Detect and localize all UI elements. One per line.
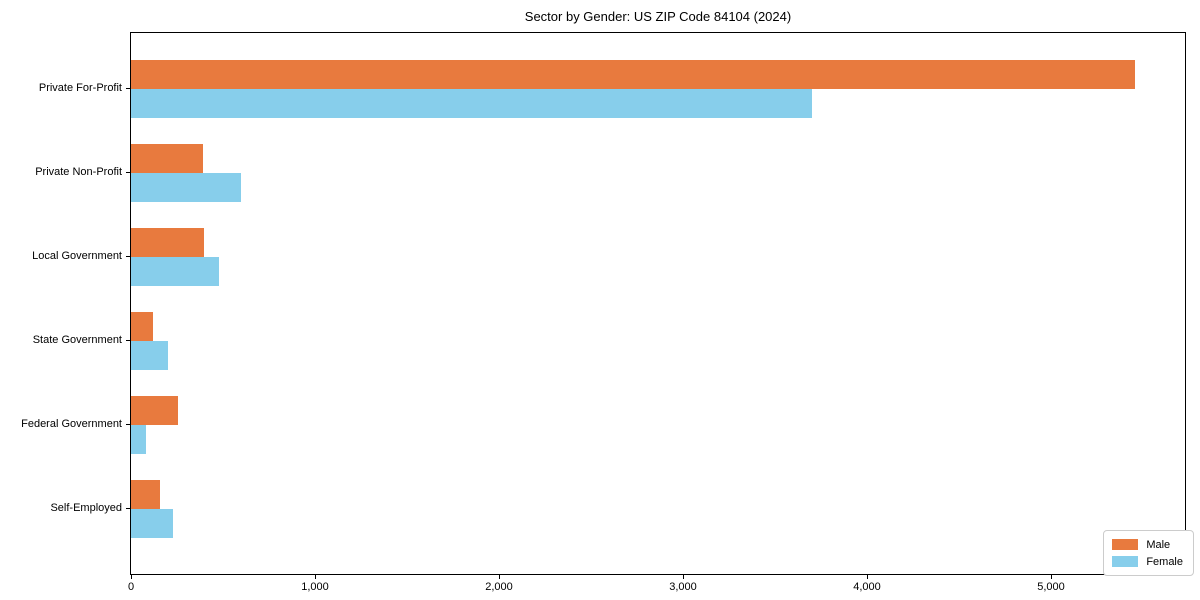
legend-label-female: Female xyxy=(1146,555,1183,568)
xtick-label-1: 1,000 xyxy=(301,581,329,593)
plot-area xyxy=(130,32,1186,575)
bar-male-3 xyxy=(131,312,153,341)
ytick-mark-1 xyxy=(126,172,130,173)
ytick-label-2: Local Government xyxy=(32,250,122,262)
bar-male-0 xyxy=(131,60,1135,89)
ytick-label-0: Private For-Profit xyxy=(38,82,122,94)
xtick-mark-4 xyxy=(867,575,868,579)
ytick-label-1: Private Non-Profit xyxy=(35,166,122,178)
bar-female-2 xyxy=(131,257,219,286)
xtick-mark-0 xyxy=(131,575,132,579)
ytick-label-4: Federal Government xyxy=(21,418,122,430)
xtick-label-0: 0 xyxy=(127,581,135,593)
ytick-mark-2 xyxy=(126,256,130,257)
legend-label-male: Male xyxy=(1146,538,1171,551)
legend: Male Female xyxy=(1103,530,1194,576)
bar-male-5 xyxy=(131,480,160,509)
xtick-mark-5 xyxy=(1051,575,1052,579)
chart-title: Sector by Gender: US ZIP Code 84104 (202… xyxy=(524,9,792,24)
xtick-mark-1 xyxy=(315,575,316,579)
bar-male-1 xyxy=(131,144,203,173)
ytick-label-3: State Government xyxy=(32,334,122,346)
bar-female-5 xyxy=(131,509,173,538)
bar-male-2 xyxy=(131,228,204,257)
ytick-mark-4 xyxy=(126,424,130,425)
bar-male-4 xyxy=(131,396,178,425)
xtick-label-5: 5,000 xyxy=(1037,581,1065,593)
legend-swatch-male xyxy=(1112,539,1139,550)
ytick-mark-0 xyxy=(126,88,130,89)
ytick-mark-5 xyxy=(126,508,130,509)
legend-item-male: Male xyxy=(1112,536,1183,553)
legend-swatch-female xyxy=(1112,556,1139,567)
bar-female-1 xyxy=(131,173,241,202)
bar-female-3 xyxy=(131,341,168,370)
xtick-label-4: 4,000 xyxy=(853,581,881,593)
xtick-mark-2 xyxy=(499,575,500,579)
xtick-mark-3 xyxy=(683,575,684,579)
legend-item-female: Female xyxy=(1112,553,1183,570)
ytick-mark-3 xyxy=(126,340,130,341)
bar-female-4 xyxy=(131,425,146,454)
ytick-label-5: Self-Employed xyxy=(50,502,122,514)
xtick-label-3: 3,000 xyxy=(669,581,697,593)
xtick-label-2: 2,000 xyxy=(485,581,513,593)
bar-female-0 xyxy=(131,89,812,118)
